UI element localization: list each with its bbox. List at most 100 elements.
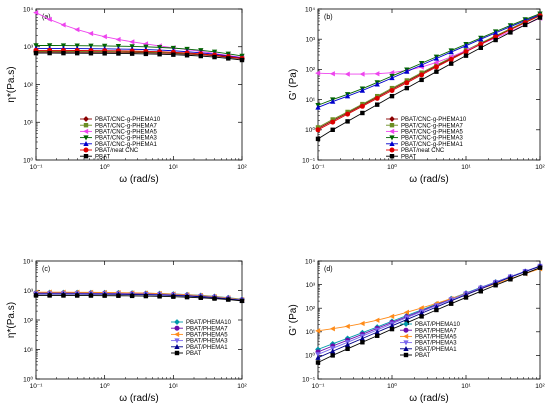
data-point xyxy=(478,289,484,294)
legend-marker xyxy=(403,345,409,351)
legend-marker xyxy=(389,140,395,146)
legend-label: PBAT/CNC-g-PHEMA5 xyxy=(95,130,158,136)
y-tick-label: 10² xyxy=(24,82,34,89)
legend-marker xyxy=(403,321,409,327)
legend-label: PBAT/PHEMA3 xyxy=(186,339,228,345)
data-point xyxy=(404,316,410,322)
data-point xyxy=(493,37,498,43)
data-point xyxy=(375,102,380,107)
data-point xyxy=(463,53,469,58)
panel-d: 10⁻¹ 10⁰ 10¹ 10² 10⁻¹ 10⁰ 10¹ 10² 10³ 10⁴ ω (rad/s… xyxy=(288,258,546,404)
data-point xyxy=(315,70,321,76)
legend: PBAT/PHEMA10PBAT/PHEMA7PBAT/PHEMA5PBAT/P… xyxy=(171,319,232,357)
data-point xyxy=(33,50,39,56)
data-point xyxy=(184,53,190,58)
series-line xyxy=(317,14,541,129)
x-tick-label: 10¹ xyxy=(169,383,179,390)
legend-label: PBAT xyxy=(415,353,431,359)
data-point xyxy=(88,293,94,298)
legend-label: PBAT/CNC-g-PHEMA1 xyxy=(401,142,464,148)
data-point xyxy=(463,295,469,300)
legend-marker xyxy=(389,116,395,122)
series-line xyxy=(317,14,541,108)
data-point xyxy=(344,93,351,99)
data-point xyxy=(239,298,245,304)
data-point xyxy=(143,51,149,57)
data-point xyxy=(33,293,39,298)
series-line xyxy=(36,52,243,61)
y-tick-label: 10⁰ xyxy=(305,126,315,134)
legend-label: PBAT/CNC-g-PHEMA7 xyxy=(95,123,158,129)
legend-marker xyxy=(174,350,180,356)
data-point xyxy=(330,127,335,132)
legend-label: PBAT/PHEMA1 xyxy=(415,347,457,353)
x-tick-label: 10⁻¹ xyxy=(312,383,326,390)
legend-marker xyxy=(83,128,89,135)
data-point xyxy=(116,51,121,56)
legend-marker xyxy=(403,352,409,358)
data-point xyxy=(434,307,439,313)
data-point xyxy=(419,77,424,83)
data-point xyxy=(74,50,80,56)
data-point xyxy=(359,320,365,327)
series-PBAT xyxy=(33,293,245,304)
data-point xyxy=(46,16,52,23)
data-point xyxy=(198,53,204,59)
x-tick-label: 10¹ xyxy=(461,383,471,390)
data-point xyxy=(47,293,52,298)
data-point xyxy=(374,317,380,323)
x-tick-label: 10⁻¹ xyxy=(30,164,44,171)
legend-marker xyxy=(389,128,395,135)
data-point xyxy=(88,51,94,56)
legend-label: PBAT xyxy=(401,154,417,160)
data-point xyxy=(88,30,94,37)
legend-label: PBAT/CNC-g-PHEMA5 xyxy=(401,130,464,136)
data-point xyxy=(419,314,424,319)
data-point xyxy=(359,71,365,77)
legend-marker xyxy=(389,154,395,159)
data-point xyxy=(330,353,335,358)
data-point xyxy=(61,50,66,56)
series-line xyxy=(36,51,243,60)
data-point xyxy=(448,56,454,62)
legend-marker xyxy=(403,333,409,340)
legend-label: PBAT/CNC-g-PHEMA10 xyxy=(95,117,161,123)
data-point xyxy=(463,42,469,48)
panel-label: (b) xyxy=(324,14,333,21)
data-point xyxy=(537,15,543,20)
data-point xyxy=(74,293,80,298)
data-point xyxy=(493,283,498,288)
y-tick-label: 10³ xyxy=(306,282,316,289)
x-tick-label: 10¹ xyxy=(169,164,179,171)
data-point xyxy=(389,326,395,332)
data-point xyxy=(404,68,410,74)
legend-marker xyxy=(83,147,89,153)
data-point xyxy=(359,103,365,109)
data-point xyxy=(344,71,350,77)
data-point xyxy=(360,340,365,345)
y-tick-label: 10⁴ xyxy=(305,258,315,265)
data-point xyxy=(478,41,484,47)
data-point xyxy=(345,111,351,117)
data-point xyxy=(375,333,380,338)
data-point xyxy=(433,64,439,70)
legend-label: PBAT/CNC-g-PHEMA7 xyxy=(401,123,464,129)
legend-marker xyxy=(83,123,89,128)
data-point xyxy=(345,346,350,352)
legend-label: PBAT xyxy=(95,154,111,160)
data-point xyxy=(419,72,425,78)
legend-label: PBAT/neat CNC xyxy=(95,148,139,154)
legend-marker xyxy=(83,154,89,159)
y-tick-label: 10² xyxy=(306,306,316,313)
y-tick-label: 10¹ xyxy=(24,347,34,354)
data-point xyxy=(523,22,528,28)
series-line xyxy=(36,45,243,57)
data-point xyxy=(184,294,190,300)
y-tick-label: 10¹ xyxy=(24,120,34,127)
y-tick-label: 10⁰ xyxy=(23,156,33,164)
series-line xyxy=(36,49,243,59)
data-point xyxy=(389,88,395,94)
data-point xyxy=(157,294,162,299)
